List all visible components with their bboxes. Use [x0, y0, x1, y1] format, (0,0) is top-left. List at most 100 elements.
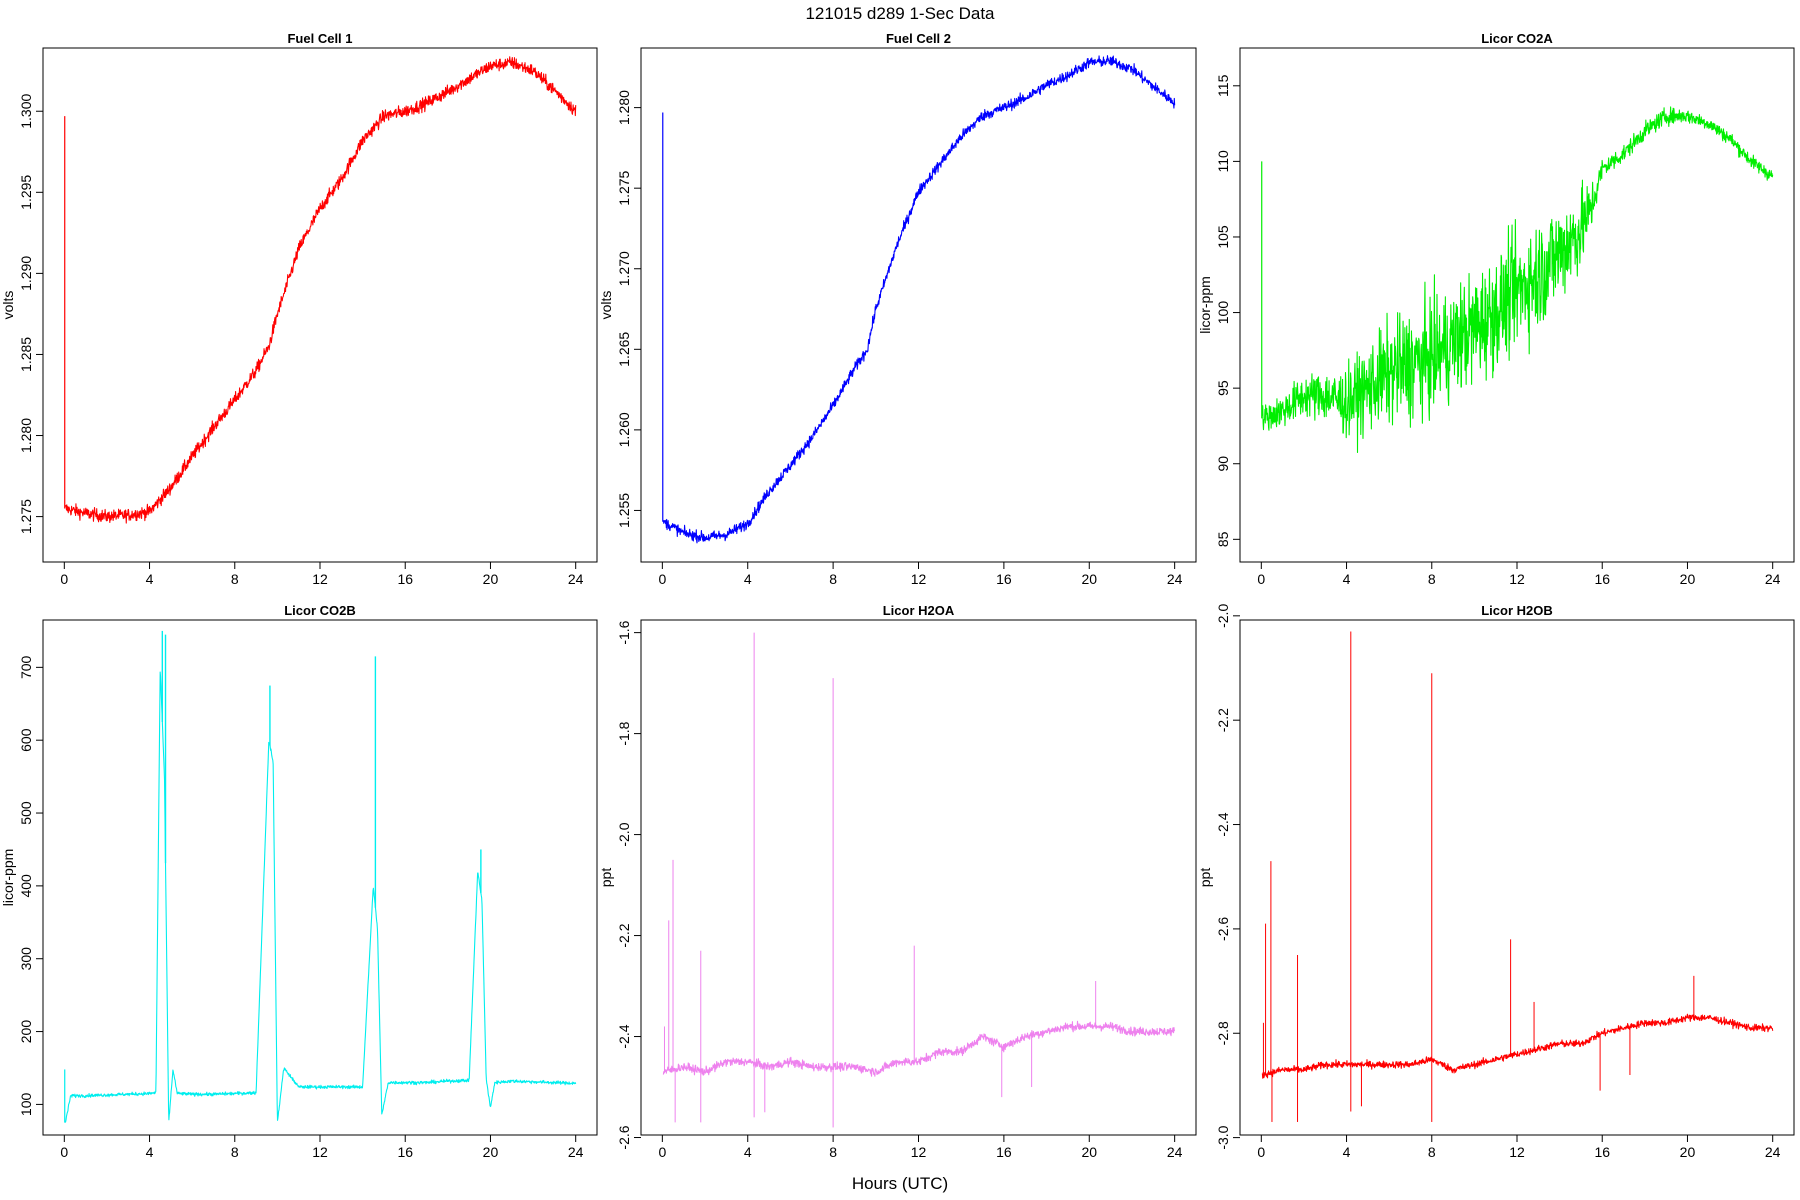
y-tick-label: -2.6 [616, 1125, 632, 1149]
y-tick-label: 300 [18, 947, 34, 971]
x-tick-label: 12 [911, 1144, 927, 1160]
x-tick-label: 20 [1081, 1144, 1097, 1160]
x-tick-label: 12 [1509, 1144, 1525, 1160]
y-tick-label: 500 [18, 801, 34, 825]
panel-title: Fuel Cell 2 [886, 31, 951, 46]
y-tick-label: -2.0 [616, 822, 632, 846]
y-tick-label: 110 [1215, 150, 1231, 173]
panel-5: Licor H2OA ppt 0 4 8 12 16 20 24 -2.6 -2.4 -2.2 -2.0… [598, 603, 1197, 1160]
x-tick-label: 12 [312, 571, 328, 587]
panel-title: Licor CO2B [284, 603, 356, 618]
data-series-line [1261, 106, 1774, 454]
y-tick-label: -2.0 [1215, 604, 1231, 628]
figure-xlabel: Hours (UTC) [852, 1174, 948, 1193]
x-tick-label: 24 [1167, 1144, 1183, 1160]
y-tick-label: 1.270 [616, 251, 632, 286]
y-tick-label: 100 [18, 1093, 34, 1117]
x-tick-label: 24 [568, 571, 584, 587]
y-axis-label: volts [598, 291, 614, 320]
plot-frame [640, 47, 1197, 563]
y-tick-label: -2.4 [616, 1024, 632, 1048]
y-tick-label: -2.8 [1215, 1021, 1231, 1045]
y-tick-label: -1.6 [616, 620, 632, 644]
x-tick-label: 16 [1594, 571, 1610, 587]
x-tick-label: 12 [911, 571, 927, 587]
y-tick-label: -2.4 [1215, 812, 1231, 836]
y-axis-label: licor-ppm [1197, 276, 1213, 334]
y-tick-label: 1.255 [616, 493, 632, 528]
x-tick-label: 16 [397, 1144, 413, 1160]
y-tick-label: 1.295 [18, 175, 34, 210]
y-tick-label: -2.2 [1215, 708, 1231, 732]
y-tick-label: 1.275 [616, 170, 632, 205]
x-tick-label: 4 [744, 1144, 752, 1160]
x-tick-label: 24 [1765, 571, 1781, 587]
y-tick-label: 1.280 [616, 90, 632, 125]
x-tick-label: 12 [1509, 571, 1525, 587]
data-series-line [1261, 1013, 1774, 1079]
data-series-line [662, 55, 1176, 544]
y-tick-label: 1.275 [18, 499, 34, 534]
x-tick-label: 4 [744, 571, 752, 587]
x-tick-label: 8 [1428, 571, 1436, 587]
y-tick-label: 1.260 [616, 412, 632, 447]
y-tick-label: -3.0 [1215, 1125, 1231, 1149]
plot-frame [1239, 619, 1795, 1136]
y-tick-label: 1.280 [18, 418, 34, 453]
y-axis-label: ppt [1197, 868, 1213, 888]
panel-4: Licor CO2B licor-ppm 0 4 8 12 16 20 24 100 200 300 4… [0, 603, 598, 1160]
x-tick-label: 4 [146, 571, 154, 587]
x-tick-label: 20 [1680, 571, 1696, 587]
x-tick-label: 8 [829, 571, 837, 587]
y-tick-label: -1.8 [616, 721, 632, 745]
y-tick-label: 200 [18, 1020, 34, 1044]
x-tick-label: 12 [312, 1144, 328, 1160]
y-tick-label: 100 [1215, 301, 1231, 325]
x-tick-label: 8 [1428, 1144, 1436, 1160]
y-tick-label: 90 [1215, 456, 1231, 472]
y-tick-label: 1.265 [616, 332, 632, 367]
plot-frame [42, 47, 598, 563]
panel-3: Licor CO2A licor-ppm 0 4 8 12 16 20 24 85 90 95 100 1… [1197, 31, 1795, 587]
y-axis-label: volts [0, 291, 16, 320]
figure-title: 121015 d289 1-Sec Data [805, 4, 995, 23]
x-tick-label: 8 [829, 1144, 837, 1160]
y-tick-label: 95 [1215, 380, 1231, 396]
x-tick-label: 16 [996, 1144, 1012, 1160]
y-tick-label: 1.290 [18, 256, 34, 291]
y-axis-label: ppt [598, 868, 614, 888]
x-tick-label: 24 [1765, 1144, 1781, 1160]
x-tick-label: 0 [60, 571, 68, 587]
panel-6: Licor H2OB ppt 0 4 8 12 16 20 24 -3.0 -2.8 -2.6 -2.4… [1197, 603, 1795, 1160]
x-tick-label: 4 [1343, 1144, 1351, 1160]
y-tick-label: 115 [1215, 74, 1231, 97]
y-tick-label: 600 [18, 728, 34, 752]
y-tick-label: 1.285 [18, 337, 34, 372]
data-series-line [662, 1020, 1176, 1077]
x-tick-label: 20 [1081, 571, 1097, 587]
y-tick-label: -2.2 [616, 923, 632, 947]
data-series-line [64, 56, 577, 524]
x-tick-label: 16 [397, 571, 413, 587]
panel-2: Fuel Cell 2 volts 0 4 8 12 16 20 24 1.255 1.260 1.2… [598, 31, 1197, 587]
panel-title: Fuel Cell 1 [287, 31, 352, 46]
y-tick-label: -2.6 [1215, 917, 1231, 941]
data-series-line [64, 671, 577, 1123]
x-tick-label: 20 [483, 1144, 499, 1160]
x-tick-label: 16 [1594, 1144, 1610, 1160]
panel-title: Licor CO2A [1481, 31, 1553, 46]
x-tick-label: 24 [1167, 571, 1183, 587]
panel-title: Licor H2OB [1481, 603, 1553, 618]
x-tick-label: 20 [483, 571, 499, 587]
x-tick-label: 16 [996, 571, 1012, 587]
x-tick-label: 4 [146, 1144, 154, 1160]
x-tick-label: 8 [231, 1144, 239, 1160]
y-axis-label: licor-ppm [0, 849, 16, 907]
plot-frame [42, 619, 598, 1136]
y-tick-label: 1.300 [18, 94, 34, 129]
x-tick-label: 4 [1343, 571, 1351, 587]
y-tick-label: 85 [1215, 531, 1231, 547]
x-tick-label: 0 [658, 571, 666, 587]
x-tick-label: 0 [1257, 1144, 1265, 1160]
